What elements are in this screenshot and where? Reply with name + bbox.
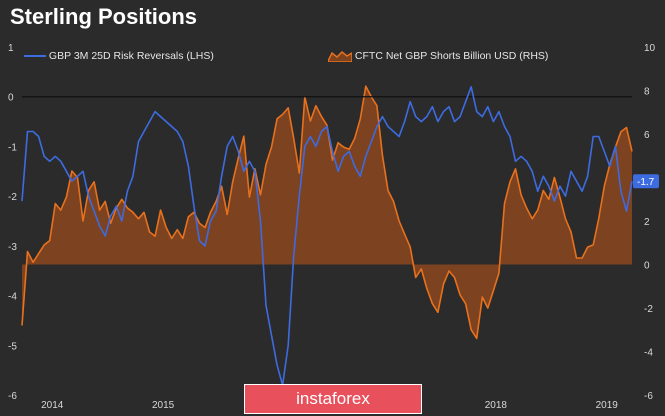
risk-reversals-line: [21, 86, 633, 386]
watermark-text: instaforex: [296, 389, 370, 408]
x-axis-tick-label: 2018: [485, 400, 508, 411]
legend-item-cftc-shorts: CFTC Net GBP Shorts Billion USD (RHS): [327, 50, 549, 63]
right-axis-tick-label: -4: [644, 348, 653, 359]
right-axis-tick-label: 6: [644, 130, 650, 141]
legend-swatch-line: [24, 55, 46, 58]
left-axis-tick-label: -1: [8, 142, 17, 153]
left-axis-tick-label: -2: [8, 192, 17, 203]
legend-label: CFTC Net GBP Shorts Billion USD (RHS): [354, 50, 549, 62]
left-axis-tick-label: -4: [8, 292, 17, 303]
cftc-shorts-line: [21, 85, 633, 340]
left-axis-tick-label: -6: [8, 391, 17, 402]
x-axis-tick-label: 2014: [41, 400, 64, 411]
watermark: instaforex: [244, 384, 422, 414]
left-axis-tick-label: -3: [8, 242, 17, 253]
right-axis-tick-label: 0: [644, 261, 650, 272]
right-axis-tick-label: 4: [644, 174, 650, 185]
legend-swatch-area: [327, 51, 353, 63]
cftc-shorts-area: [22, 86, 632, 339]
x-axis-tick-label: 2015: [152, 400, 175, 411]
right-axis-tick-label: -2: [644, 304, 653, 315]
right-axis-tick-label: 8: [644, 87, 650, 98]
x-axis-tick-label: 2019: [596, 400, 619, 411]
legend-item-risk-reversals: GBP 3M 25D Risk Reversals (LHS): [24, 50, 214, 62]
legend-label: GBP 3M 25D Risk Reversals (LHS): [48, 50, 214, 62]
left-axis-tick-label: -5: [8, 341, 17, 352]
chart-title: Sterling Positions: [10, 4, 198, 29]
current-value-tag: [633, 174, 659, 189]
left-axis-tick-label: 0: [8, 93, 14, 104]
right-axis-tick-label: -6: [644, 391, 653, 402]
left-axis-tick-label: 1: [8, 43, 14, 54]
right-axis-tick-label: 10: [644, 43, 656, 54]
current-value-label: -1.7: [637, 177, 655, 188]
right-axis-tick-label: 2: [644, 217, 650, 228]
